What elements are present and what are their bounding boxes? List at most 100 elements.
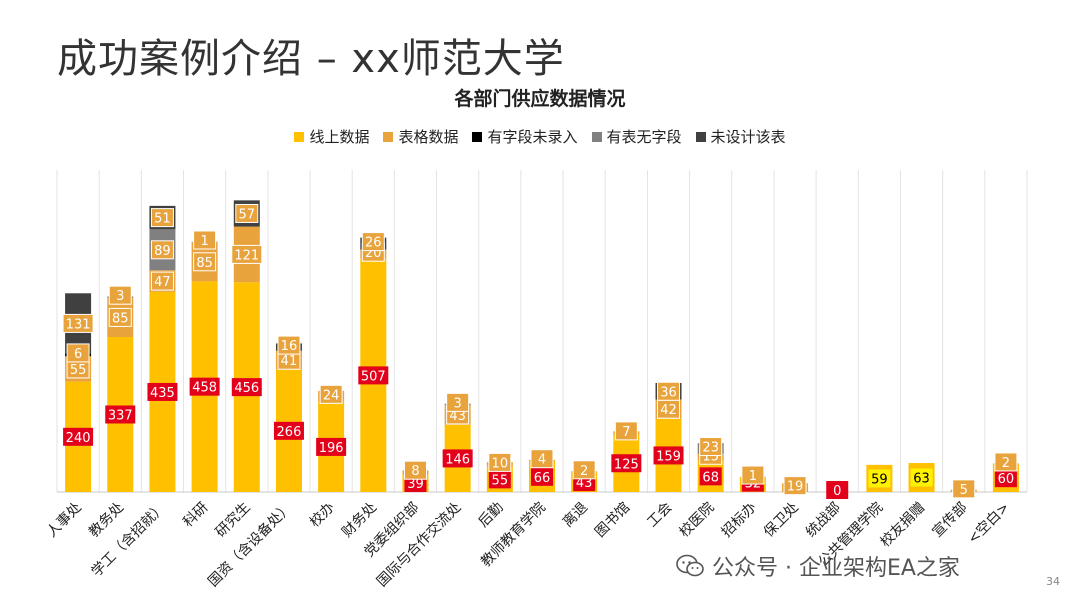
legend-label-field-missing: 有字段未录入 <box>487 128 578 146</box>
data-label-box <box>358 366 389 385</box>
category-label: 学工（含招就） <box>89 500 170 581</box>
data-label-box <box>231 378 262 397</box>
data-label: 43 <box>576 476 593 491</box>
data-label-box <box>994 452 1018 472</box>
watermark-text: 公众号 · 企业架构EA之家 <box>712 556 960 581</box>
category-label: 校医院 <box>676 499 718 541</box>
data-label-box <box>231 244 263 264</box>
data-label: 1 <box>200 234 208 249</box>
data-label-box <box>572 460 596 480</box>
data-label: 19 <box>787 480 804 495</box>
data-label: 55 <box>492 473 509 488</box>
data-label: 435 <box>150 386 175 401</box>
data-label-box <box>235 203 259 223</box>
data-label: 0 <box>833 484 841 499</box>
data-label-box <box>108 307 132 327</box>
data-label: 60 <box>998 472 1015 487</box>
data-label: 51 <box>154 212 171 227</box>
data-label: 59 <box>871 472 888 487</box>
data-label: 3 <box>116 289 124 304</box>
data-label-box <box>910 468 933 487</box>
category-label: 科研 <box>180 500 211 531</box>
data-label: 337 <box>108 408 133 423</box>
category-label: 校友捐赠 <box>877 499 929 551</box>
data-label: 266 <box>277 425 302 440</box>
data-label: 23 <box>702 441 719 456</box>
category-label: 图书馆 <box>592 500 633 541</box>
category-label: 财务处 <box>339 500 380 541</box>
data-label-box <box>699 467 722 486</box>
data-label-box <box>783 476 807 496</box>
data-label: 57 <box>239 207 256 222</box>
category-label: 研究生 <box>213 500 254 541</box>
data-label-box <box>952 479 976 499</box>
data-label-box <box>189 377 220 396</box>
data-label: 1 <box>749 469 757 484</box>
legend-label-no-field: 有表无字段 <box>606 128 682 146</box>
data-label-box <box>868 469 891 488</box>
legend-swatch-no-field <box>591 131 602 142</box>
legend-label-not-designed: 未设计该表 <box>710 128 786 146</box>
data-label: 8 <box>411 464 419 479</box>
legend-item-online: 线上数据 <box>294 126 369 147</box>
legend-label-online: 线上数据 <box>309 128 370 146</box>
category-label: 校办 <box>306 499 338 531</box>
data-label-box <box>446 392 470 412</box>
data-label-box <box>147 382 178 401</box>
legend-swatch-not-designed <box>695 131 706 142</box>
data-label-box <box>994 469 1017 488</box>
category-label: 统战部 <box>803 500 844 541</box>
data-label-box <box>150 240 174 260</box>
data-label-box <box>531 467 553 486</box>
data-label: 3 <box>454 396 462 411</box>
legend-item-field-missing: 有字段未录入 <box>472 126 578 147</box>
category-label: 离退 <box>559 499 591 531</box>
data-label: 10 <box>492 456 509 471</box>
category-label: 后勤 <box>476 500 507 531</box>
data-label-box <box>150 208 174 228</box>
data-label: 41 <box>281 354 298 369</box>
data-label-box <box>741 465 765 485</box>
data-label: 507 <box>361 369 386 384</box>
data-label-box <box>62 313 94 333</box>
data-label-box <box>63 427 94 446</box>
watermark: 公众号 · 企业架构EA之家 <box>676 550 960 582</box>
data-label-box <box>699 437 723 457</box>
data-label: 240 <box>66 431 91 446</box>
data-label: 5 <box>960 483 968 498</box>
data-label: 125 <box>614 457 639 472</box>
data-label: 2 <box>580 464 588 479</box>
data-label: 146 <box>445 452 470 467</box>
data-label: 121 <box>234 248 259 263</box>
data-label: 36 <box>660 385 677 400</box>
legend-label-table: 表格数据 <box>398 128 459 146</box>
legend-item-table: 表格数据 <box>383 126 458 147</box>
legend-swatch-table <box>383 131 394 142</box>
data-label-box <box>653 446 684 465</box>
data-label-box <box>530 449 554 469</box>
data-label: 24 <box>323 388 340 403</box>
category-label: 保卫处 <box>761 500 802 541</box>
data-label: 7 <box>622 425 630 440</box>
data-label: 39 <box>407 477 424 492</box>
data-label-box <box>657 381 681 401</box>
legend-swatch-field-missing <box>472 131 483 142</box>
data-label: 2 <box>1002 456 1010 471</box>
data-label-box <box>108 285 132 305</box>
page-number: 34 <box>1046 575 1060 588</box>
data-label: 43 <box>449 409 466 424</box>
data-label-box <box>361 232 385 252</box>
data-label-box <box>277 335 301 355</box>
chart-legend: 线上数据 表格数据 有字段未录入 有表无字段 未设计该表 <box>0 126 1080 147</box>
data-label: 89 <box>154 244 171 259</box>
category-label: <空白> <box>965 500 1013 548</box>
category-label: 招标办 <box>719 500 760 541</box>
data-label: 55 <box>70 363 87 378</box>
category-label: 工会 <box>644 500 675 531</box>
data-label-box <box>193 252 217 272</box>
data-label-box <box>193 230 217 250</box>
data-label: 47 <box>154 275 171 290</box>
data-label-box <box>488 452 512 472</box>
data-label-box <box>316 437 347 456</box>
